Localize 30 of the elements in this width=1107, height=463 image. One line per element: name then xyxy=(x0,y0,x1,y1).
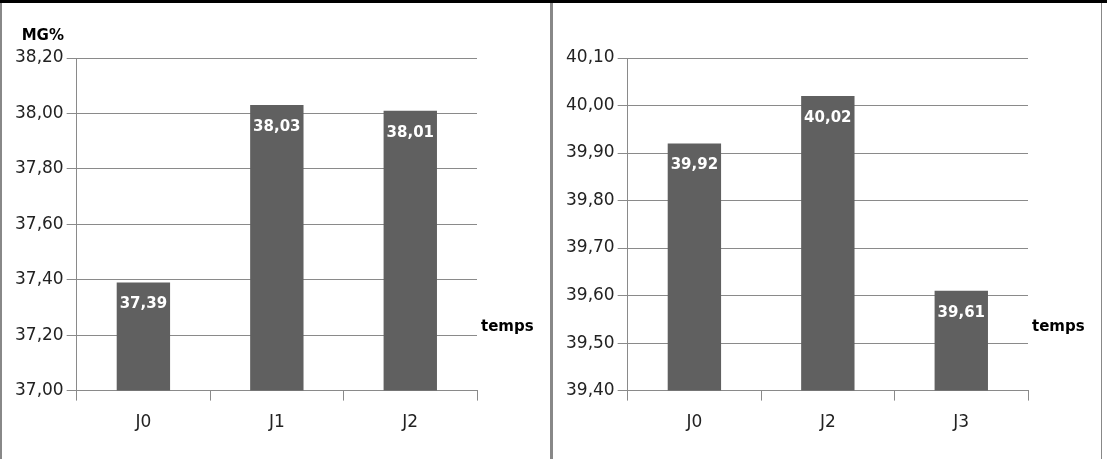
x-tick-label: J2 xyxy=(818,411,836,432)
y-tick-label: 37,00 xyxy=(15,379,64,400)
y-tick-label: 39,40 xyxy=(566,379,615,400)
y-tick-label: 37,80 xyxy=(15,157,64,178)
y-tick-label: 38,20 xyxy=(15,46,64,67)
data-label: 38,03 xyxy=(253,117,301,136)
y-tick-label: 40,10 xyxy=(566,46,615,67)
x-tick-label: J0 xyxy=(134,411,152,432)
data-label: 40,02 xyxy=(804,107,852,126)
y-tick-label: 37,20 xyxy=(15,323,64,344)
data-label: 37,39 xyxy=(119,294,168,313)
x-tick-label: J0 xyxy=(685,411,703,432)
y-tick-label: 39,80 xyxy=(566,188,615,209)
data-label: 39,61 xyxy=(937,302,985,321)
x-axis-title: temps xyxy=(481,317,534,336)
x-tick-label: J2 xyxy=(401,411,419,432)
y-tick-label: 40,00 xyxy=(566,93,615,114)
y-tick-label: 39,70 xyxy=(566,236,615,257)
y-tick-label: 38,00 xyxy=(15,101,64,122)
x-tick-label: J1 xyxy=(267,411,285,432)
x-axis-title: temps xyxy=(1032,317,1085,336)
data-label: 39,92 xyxy=(670,155,719,174)
y-tick-label: 37,40 xyxy=(15,268,64,289)
x-tick-label: J3 xyxy=(952,411,970,432)
y-tick-label: 39,60 xyxy=(566,283,615,304)
data-label: 38,01 xyxy=(386,122,434,141)
y-tick-label: 37,60 xyxy=(15,212,64,233)
y-tick-label: 39,50 xyxy=(566,331,615,352)
y-tick-label: 39,90 xyxy=(566,141,615,162)
y-axis-title: MG% xyxy=(21,26,64,45)
